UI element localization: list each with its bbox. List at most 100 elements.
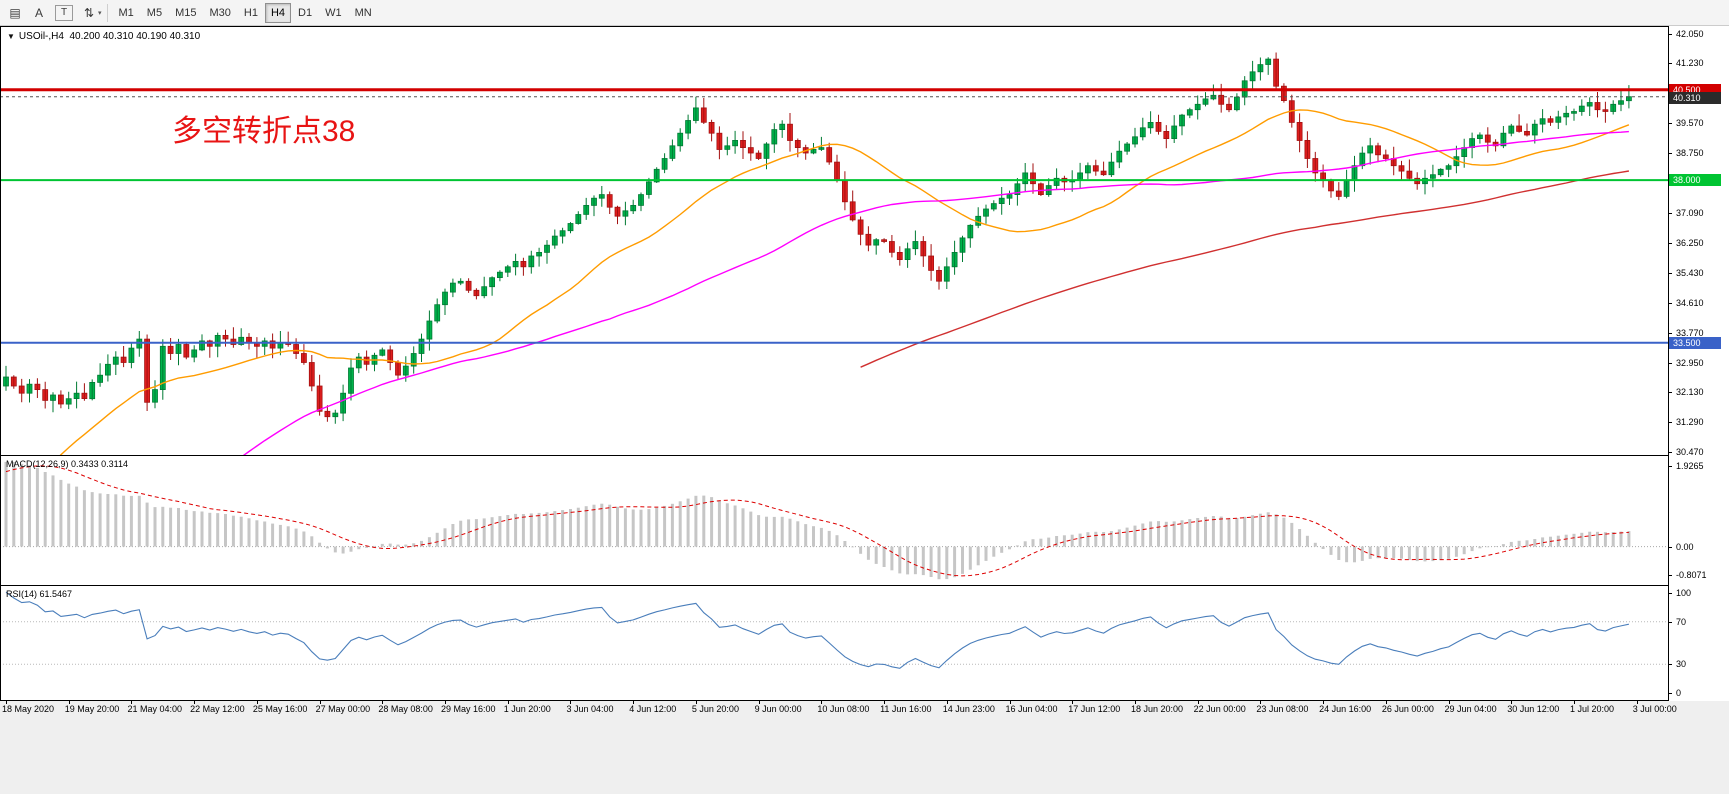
macd-panel[interactable] xyxy=(0,456,1668,590)
time-tick xyxy=(131,701,133,704)
time-tick xyxy=(1134,701,1136,704)
timeframe-button-H1[interactable]: H1 xyxy=(243,6,258,19)
macd-panel-svg xyxy=(0,461,1668,580)
time-tick xyxy=(507,701,509,704)
time-tick xyxy=(1009,701,1011,704)
time-axis-label: 24 Jun 16:00 xyxy=(1319,704,1372,714)
time-axis-label: 29 Jun 04:00 xyxy=(1444,704,1497,714)
macd-signal-value: 0.3114 xyxy=(101,459,128,469)
time-axis-label: 11 Jun 16:00 xyxy=(880,704,932,714)
time-axis-label: 18 May 2020 xyxy=(2,704,55,714)
time-tick xyxy=(319,701,321,704)
time-axis-label: 10 Jun 08:00 xyxy=(817,704,870,714)
time-tick xyxy=(256,701,258,704)
axis-tick xyxy=(1668,273,1672,274)
timeframe-button-M15[interactable]: M15 xyxy=(175,6,197,19)
time-tick xyxy=(570,701,572,704)
symbol-label: USOil-,H4 xyxy=(18,31,64,42)
main-panel-svg xyxy=(0,52,1668,508)
timeframe-button-M1[interactable]: M1 xyxy=(118,6,134,19)
scale-toggle-icon[interactable]: ⇅ xyxy=(83,5,95,20)
price-axis-label: 38.750 xyxy=(1676,148,1704,158)
price-axis[interactable]: 42.05041.23040.41039.57038.75037.93037.0… xyxy=(1668,26,1729,701)
time-tick xyxy=(946,701,948,704)
macd-signal-line xyxy=(5,465,1629,577)
axis-tick xyxy=(1668,123,1672,124)
ma-mid-line xyxy=(178,130,1629,508)
time-axis-label: 9 Jun 00:00 xyxy=(754,704,802,714)
rsi-label: RSI(14) 61.5467 xyxy=(6,589,73,599)
macd-axis-label: 1.9265 xyxy=(1676,461,1704,471)
time-tick xyxy=(1197,701,1199,704)
axis-tick xyxy=(1668,422,1672,423)
time-axis-label: 5 Jun 20:00 xyxy=(691,704,739,714)
time-axis-label: 30 Jun 12:00 xyxy=(1507,704,1560,714)
time-axis-label: 22 May 12:00 xyxy=(190,704,245,714)
dropdown-caret-icon[interactable]: ▾ xyxy=(98,9,102,17)
macd-label: MACD(12,26,9) 0.3433 0.3114 xyxy=(6,459,128,469)
time-tick xyxy=(1511,701,1513,704)
timeframe-button-W1[interactable]: W1 xyxy=(325,6,342,19)
candles-group xyxy=(3,52,1632,424)
toolbar-separator xyxy=(106,3,108,22)
price-axis-label: 39.570 xyxy=(1676,118,1704,128)
time-tick xyxy=(6,701,7,704)
timeframe-button-M5[interactable]: M5 xyxy=(146,6,163,19)
time-tick xyxy=(633,701,635,704)
timeframe-bar: M1 M5 M15 M30 H1 H4 D1 W1 MN xyxy=(113,2,378,23)
time-tick xyxy=(194,701,196,704)
insert-arrow-icon[interactable]: A xyxy=(34,5,43,20)
bid-price-badge: 40.310 xyxy=(1669,92,1721,104)
chart-title: ▼ USOil-,H4 40.200 40.310 40.190 40.310 xyxy=(7,31,200,42)
timeframe-button-M30[interactable]: M30 xyxy=(209,6,231,19)
frame-left-border xyxy=(0,26,1,701)
ma-slow-line xyxy=(860,170,1630,368)
price-axis-label: 33.770 xyxy=(1676,328,1704,338)
axis-tick xyxy=(1668,593,1672,594)
macd-axis-label: -0.8071 xyxy=(1676,570,1707,580)
frame-top-border xyxy=(0,26,1729,27)
frame-bottom-border xyxy=(0,700,1729,701)
support-line-38-badge: 38.000 xyxy=(1669,174,1721,186)
rsi-splitter[interactable] xyxy=(0,585,1729,586)
time-axis-label: 21 May 04:00 xyxy=(127,704,182,714)
price-axis-label: 34.610 xyxy=(1676,298,1704,308)
timeframe-button-D1[interactable]: D1 xyxy=(298,6,313,19)
time-axis-label: 25 May 16:00 xyxy=(252,704,308,714)
support-line-33-5-badge: 33.500 xyxy=(1669,337,1721,349)
time-axis-label: 27 May 00:00 xyxy=(315,704,371,714)
time-tick xyxy=(695,701,697,704)
symbol-dropdown-icon[interactable]: ▼ xyxy=(7,32,15,41)
rsi-panel-svg xyxy=(0,591,1668,669)
axis-tick xyxy=(1668,664,1672,665)
time-axis-label: 1 Jun 20:00 xyxy=(503,704,551,714)
time-axis-label: 18 Jun 20:00 xyxy=(1130,704,1183,714)
price-axis-label: 42.050 xyxy=(1676,29,1704,39)
axis-tick xyxy=(1668,622,1672,623)
rsi-axis-label: 30 xyxy=(1676,659,1687,669)
time-axis-label: 4 Jun 12:00 xyxy=(629,704,677,714)
rsi-panel[interactable] xyxy=(0,586,1668,705)
price-axis-label: 35.430 xyxy=(1676,268,1704,278)
rsi-line xyxy=(5,591,1630,669)
chart-tools-icon[interactable]: ▤ xyxy=(9,5,21,20)
axis-tick xyxy=(1668,63,1672,64)
axis-tick xyxy=(1668,575,1672,576)
axis-tick xyxy=(1668,34,1672,35)
ohlc-values: 40.200 40.310 40.190 40.310 xyxy=(69,31,201,42)
price-axis-label: 37.090 xyxy=(1676,208,1704,218)
time-tick xyxy=(1385,701,1387,704)
rsi-axis-label: 0 xyxy=(1676,688,1682,698)
timeframe-button-H4[interactable]: H4 xyxy=(264,2,292,23)
macd-splitter[interactable] xyxy=(0,455,1729,456)
time-axis-label: 28 May 08:00 xyxy=(378,704,433,714)
axis-tick xyxy=(1668,243,1672,244)
price-axis-label: 31.290 xyxy=(1676,417,1704,427)
time-axis[interactable]: 18 May 2020 19 May 20:00 21 May 04:00 22 Ma… xyxy=(0,701,1729,794)
main-chart-panel[interactable] xyxy=(0,27,1668,508)
insert-text-icon[interactable]: T xyxy=(55,4,73,21)
axis-tick xyxy=(1668,153,1672,154)
time-axis-label: 1 Jul 20:00 xyxy=(1570,704,1615,714)
timeframe-button-MN[interactable]: MN xyxy=(354,6,372,19)
